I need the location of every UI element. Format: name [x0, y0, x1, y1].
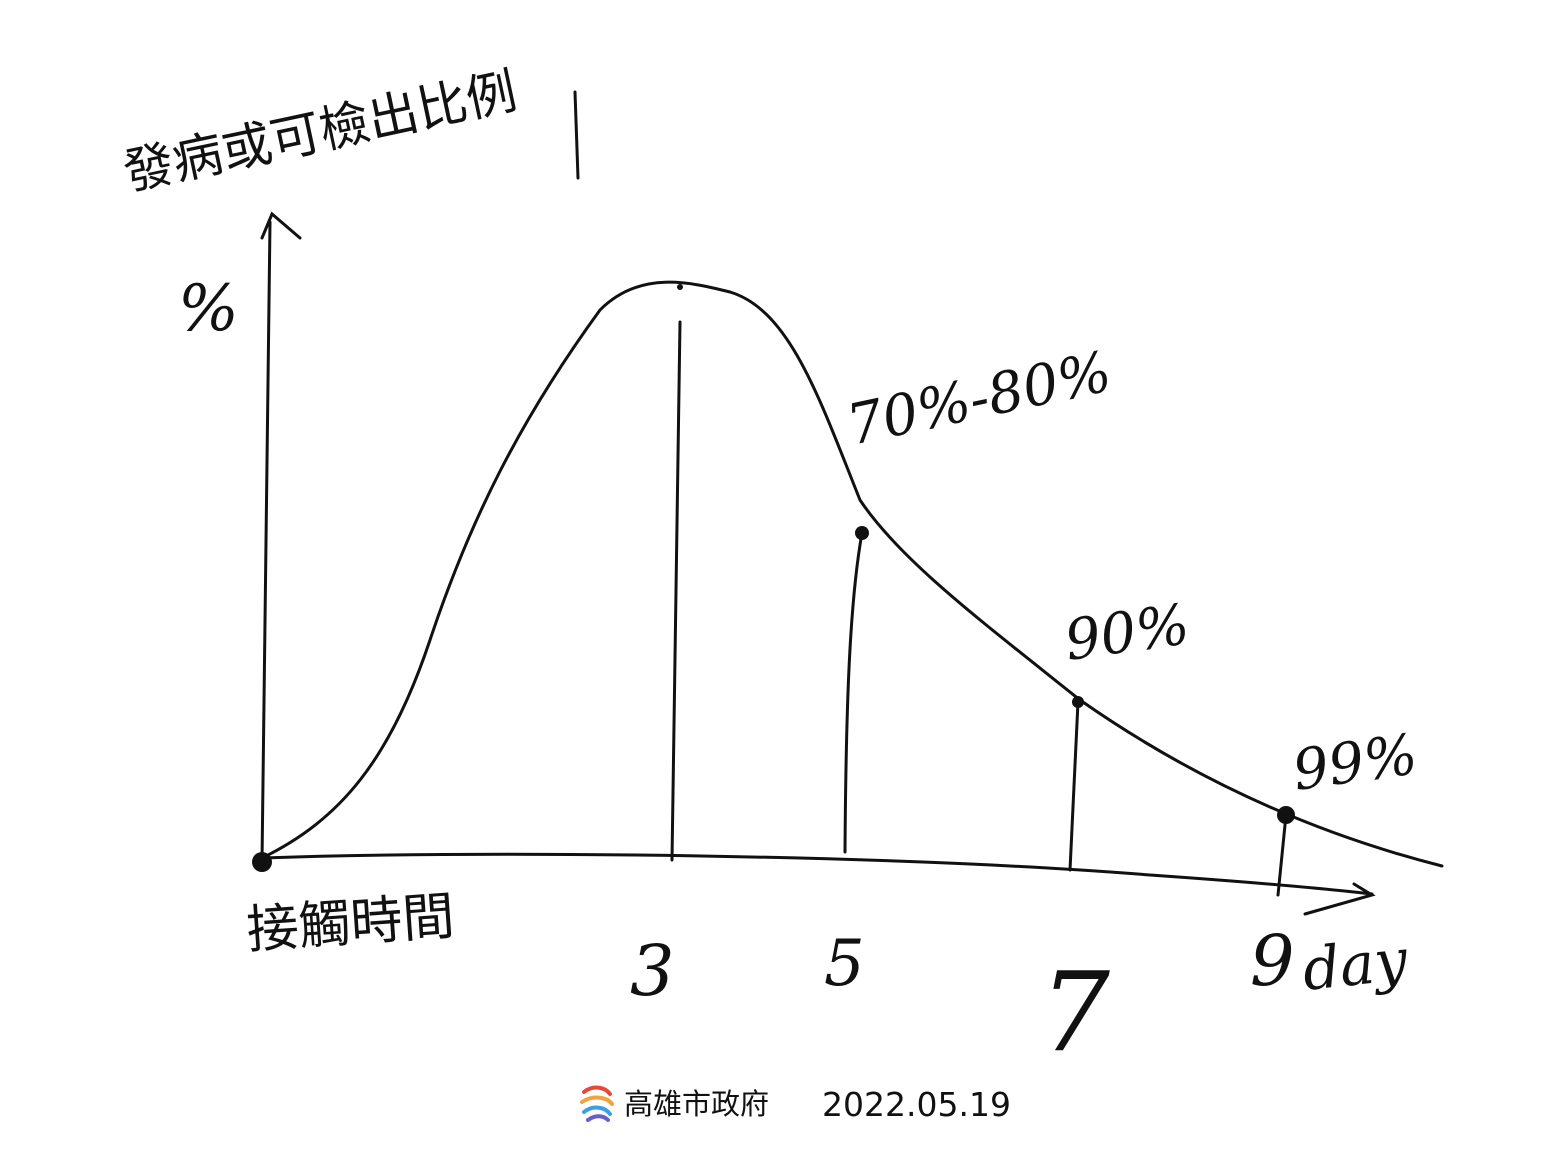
origin-dot	[252, 852, 272, 872]
detection-curve	[260, 280, 1444, 868]
day-7-line	[1068, 700, 1080, 872]
y-axis-arrowhead	[260, 211, 302, 240]
annotation-day-7: 90%	[1061, 592, 1193, 674]
kaohsiung-logo-icon	[580, 1085, 614, 1122]
x-tick-5: 5	[824, 927, 865, 1001]
day-9-dot	[1277, 806, 1295, 824]
annotation-day-5: 70%-80%	[841, 339, 1117, 458]
x-axis-label: 接觸時間	[245, 887, 457, 961]
day-7-dot	[1072, 696, 1084, 708]
footer-org-name: 高雄市政府	[624, 1087, 769, 1121]
y-axis-line	[260, 220, 272, 864]
day-5-line	[843, 531, 864, 854]
y-axis-label-stroke	[573, 90, 580, 180]
y-axis-unit: %	[178, 272, 239, 346]
day-3-line	[670, 320, 682, 862]
x-tick-7: 7	[1040, 948, 1110, 1076]
x-tick-3: 3	[630, 930, 675, 1012]
annotation-day-9: 99%	[1289, 722, 1421, 804]
x-tick-9: 9	[1250, 920, 1295, 1002]
day-9-line	[1276, 813, 1288, 897]
y-axis-label: 發病或可檢出比例	[118, 62, 521, 202]
x-axis-line	[260, 852, 1374, 896]
footer-date: 2022.05.19	[822, 1085, 1011, 1124]
peak-dot	[677, 284, 683, 290]
day-5-dot	[855, 526, 869, 540]
x-axis-arrowhead	[1303, 882, 1376, 916]
x-unit: day	[1299, 925, 1411, 1004]
